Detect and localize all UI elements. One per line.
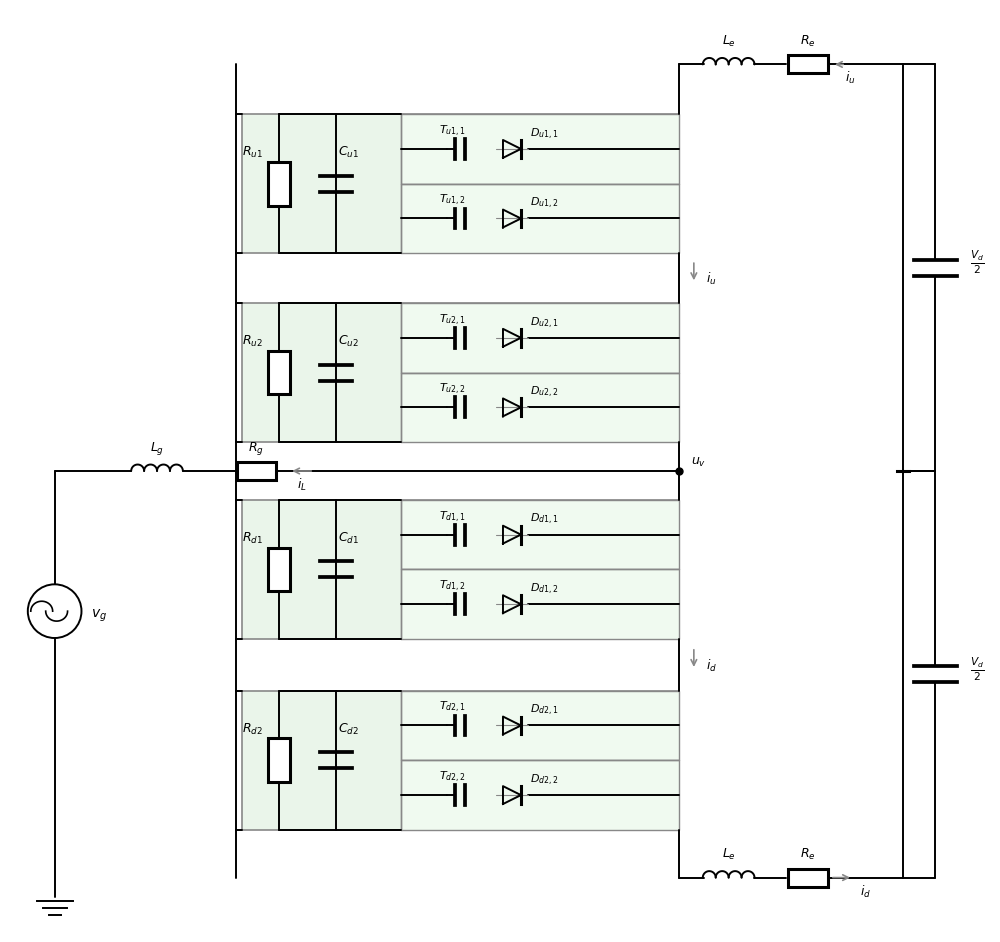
Text: $T_{d2,2}$: $T_{d2,2}$ <box>439 770 466 785</box>
Bar <box>401 760 679 830</box>
Text: $T_{u2,1}$: $T_{u2,1}$ <box>439 313 466 328</box>
Text: $T_{d1,1}$: $T_{d1,1}$ <box>439 510 466 525</box>
Text: $D_{u1,1}$: $D_{u1,1}$ <box>530 126 559 142</box>
Text: $R_{d1}$: $R_{d1}$ <box>242 530 263 545</box>
Text: $C_{u2}$: $C_{u2}$ <box>338 333 359 349</box>
Bar <box>401 114 679 184</box>
Text: $v_g$: $v_g$ <box>91 608 107 625</box>
Bar <box>237 463 276 479</box>
Bar <box>242 500 679 639</box>
Text: $i_u$: $i_u$ <box>845 71 855 87</box>
Bar <box>788 869 828 886</box>
Text: $R_g$: $R_g$ <box>248 440 264 457</box>
Text: $D_{d1,2}$: $D_{d1,2}$ <box>530 582 558 597</box>
Bar <box>401 500 679 569</box>
Bar <box>401 373 679 442</box>
Text: $D_{d2,2}$: $D_{d2,2}$ <box>530 772 558 788</box>
Text: $R_{d2}$: $R_{d2}$ <box>242 722 263 737</box>
Text: $T_{u1,2}$: $T_{u1,2}$ <box>439 193 466 208</box>
Text: $T_{d2,1}$: $T_{d2,1}$ <box>439 700 466 715</box>
Bar <box>242 690 679 830</box>
Bar <box>268 739 290 782</box>
Text: $D_{u2,2}$: $D_{u2,2}$ <box>530 385 558 400</box>
Text: $R_{u1}$: $R_{u1}$ <box>242 145 263 160</box>
Text: $i_d$: $i_d$ <box>860 884 871 900</box>
Text: $D_{u1,2}$: $D_{u1,2}$ <box>530 196 558 211</box>
Text: $R_e$: $R_e$ <box>800 34 816 49</box>
Text: $i_d$: $i_d$ <box>706 658 717 674</box>
Text: $i_u$: $i_u$ <box>706 271 716 287</box>
Bar <box>268 162 290 205</box>
Text: $T_{u2,2}$: $T_{u2,2}$ <box>439 382 466 398</box>
Bar <box>401 303 679 373</box>
Text: $L_g$: $L_g$ <box>150 440 164 457</box>
Text: $u_v$: $u_v$ <box>691 456 706 469</box>
Bar <box>401 184 679 253</box>
Text: $T_{d1,2}$: $T_{d1,2}$ <box>439 579 466 594</box>
Text: $\frac{V_d}{2}$: $\frac{V_d}{2}$ <box>970 656 985 683</box>
Circle shape <box>28 584 81 638</box>
Text: $C_{d1}$: $C_{d1}$ <box>338 530 359 545</box>
Text: $C_{u1}$: $C_{u1}$ <box>338 145 359 160</box>
Bar <box>788 56 828 73</box>
Text: $\frac{V_d}{2}$: $\frac{V_d}{2}$ <box>970 249 985 276</box>
Text: $D_{d1,1}$: $D_{d1,1}$ <box>530 512 559 528</box>
Bar <box>268 350 290 395</box>
Text: $R_e$: $R_e$ <box>800 847 816 862</box>
Text: $R_{u2}$: $R_{u2}$ <box>242 333 263 349</box>
Text: $T_{u1,1}$: $T_{u1,1}$ <box>439 123 466 138</box>
Text: $C_{d2}$: $C_{d2}$ <box>338 722 359 737</box>
Bar <box>401 690 679 760</box>
Text: $i_L$: $i_L$ <box>297 477 307 493</box>
Bar <box>401 569 679 639</box>
Bar <box>242 114 679 253</box>
Text: $D_{u2,1}$: $D_{u2,1}$ <box>530 316 559 331</box>
Bar <box>242 303 679 442</box>
Text: $L_e$: $L_e$ <box>722 847 736 862</box>
Bar <box>268 547 290 592</box>
Text: $L_e$: $L_e$ <box>722 34 736 49</box>
Text: $D_{d2,1}$: $D_{d2,1}$ <box>530 704 559 719</box>
